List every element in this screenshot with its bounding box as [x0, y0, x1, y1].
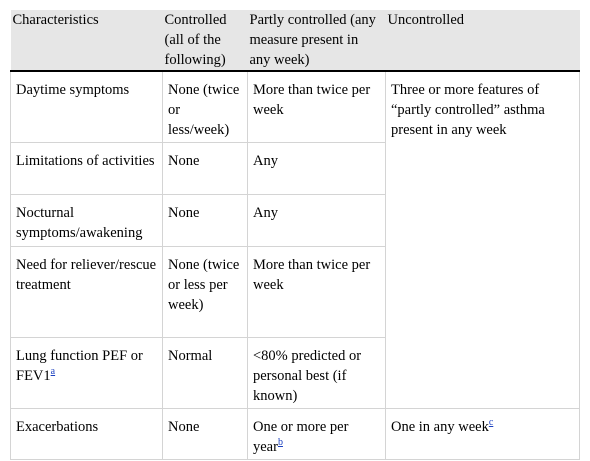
- cell-controlled: Normal: [162, 337, 248, 409]
- cell-partly: One or more per yearb: [247, 408, 386, 460]
- cell-uncontrolled: One in any weekc: [385, 408, 580, 460]
- cell-uncontrolled-text: One in any week: [391, 419, 489, 435]
- cell-uncontrolled-merged: Three or more features of “partly contro…: [385, 71, 580, 409]
- cell-characteristic: Nocturnal symptoms/awakening: [10, 194, 163, 247]
- asthma-control-table: Characteristics Controlled (all of the f…: [10, 10, 580, 460]
- cell-characteristic: Lung function PEF or FEV1a: [10, 337, 163, 409]
- table-row: Nocturnal symptoms/awakening None Any: [10, 194, 580, 247]
- footnote-link-b[interactable]: b: [277, 437, 283, 449]
- cell-controlled: None: [162, 142, 248, 195]
- cell-partly-text: One or more per year: [253, 419, 349, 455]
- cell-partly: More than twice per week: [247, 71, 386, 143]
- table-row: Exacerbations None One or more per yearb…: [10, 408, 580, 460]
- cell-characteristic: Need for reliever/rescue treatment: [10, 246, 163, 338]
- cell-partly: Any: [247, 142, 386, 195]
- cell-controlled: None: [162, 194, 248, 247]
- table-header: Characteristics Controlled (all of the f…: [10, 10, 580, 72]
- header-controlled: Controlled (all of the following): [162, 10, 248, 72]
- header-uncontrolled: Uncontrolled: [385, 10, 580, 72]
- cell-controlled: None (twice or less per week): [162, 246, 248, 338]
- cell-partly: Any: [247, 194, 386, 247]
- table-body: Daytime symptoms None (twice or less/wee…: [10, 71, 580, 460]
- cell-partly: More than twice per week: [247, 246, 386, 338]
- header-characteristics: Characteristics: [10, 10, 163, 72]
- header-row: Characteristics Controlled (all of the f…: [10, 10, 580, 72]
- cell-controlled: None: [162, 408, 248, 460]
- footnote-link-a[interactable]: a: [50, 366, 56, 378]
- table-row: Need for reliever/rescue treatment None …: [10, 246, 580, 338]
- cell-characteristic: Limitations of activities: [10, 142, 163, 195]
- cell-characteristic: Daytime symptoms: [10, 71, 163, 143]
- header-partly-controlled: Partly controlled (any measure present i…: [247, 10, 386, 72]
- table-row: Limitations of activities None Any: [10, 142, 580, 195]
- table-row: Lung function PEF or FEV1a Normal <80% p…: [10, 337, 580, 409]
- cell-controlled: None (twice or less/week): [162, 71, 248, 143]
- cell-characteristic-text: Lung function PEF or FEV1: [16, 348, 143, 384]
- cell-partly: <80% predicted or personal best (if know…: [247, 337, 386, 409]
- footnote-link-c[interactable]: c: [488, 417, 494, 429]
- table-row: Daytime symptoms None (twice or less/wee…: [10, 71, 580, 409]
- cell-characteristic: Exacerbations: [10, 408, 163, 460]
